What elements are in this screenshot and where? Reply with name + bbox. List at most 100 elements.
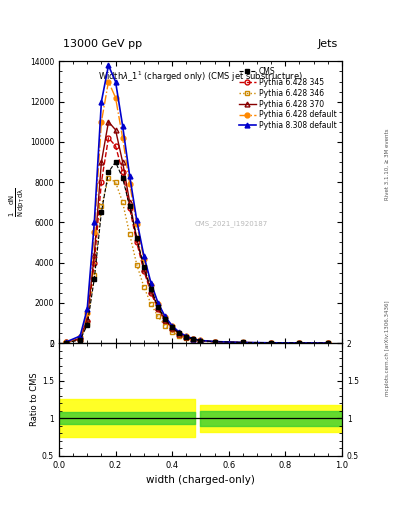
CMS xyxy=(113,159,118,165)
Pythia 6.428 default xyxy=(297,340,302,346)
Pythia 6.428 370 xyxy=(120,159,125,165)
Pythia 6.428 370 xyxy=(141,266,146,272)
Pythia 6.428 370 xyxy=(198,337,203,344)
CMS xyxy=(127,203,132,209)
Pythia 6.428 default xyxy=(106,78,111,84)
Pythia 6.428 345 xyxy=(141,268,146,274)
Pythia 8.308 default xyxy=(163,313,167,319)
Pythia 8.308 default xyxy=(325,340,330,346)
Pythia 6.428 default xyxy=(177,330,182,336)
Pythia 6.428 default xyxy=(120,135,125,141)
CMS xyxy=(170,324,174,330)
Pythia 6.428 370 xyxy=(297,340,302,346)
Pythia 6.428 346 xyxy=(85,321,90,327)
Line: Pythia 6.428 345: Pythia 6.428 345 xyxy=(64,136,330,346)
Pythia 6.428 370 xyxy=(106,119,111,125)
Pythia 6.428 346 xyxy=(191,337,196,343)
CMS xyxy=(149,286,153,292)
Pythia 8.308 default xyxy=(106,62,111,69)
Text: mcplots.cern.ch [arXiv:1306.3436]: mcplots.cern.ch [arXiv:1306.3436] xyxy=(385,301,390,396)
Pythia 6.428 370 xyxy=(170,325,174,331)
Pythia 6.428 default xyxy=(170,323,174,329)
Pythia 6.428 346 xyxy=(156,313,160,319)
Pythia 6.428 346 xyxy=(297,340,302,346)
Pythia 6.428 346 xyxy=(106,175,111,181)
Pythia 6.428 370 xyxy=(269,340,274,346)
Pythia 8.308 default xyxy=(191,336,196,342)
Pythia 6.428 345 xyxy=(85,318,90,324)
Pythia 6.428 345 xyxy=(163,318,167,324)
Pythia 6.428 346 xyxy=(241,339,245,346)
CMS xyxy=(64,339,68,346)
Pythia 6.428 370 xyxy=(241,339,245,346)
Pythia 6.428 370 xyxy=(92,251,97,258)
Pythia 6.428 345 xyxy=(269,340,274,346)
Pythia 6.428 345 xyxy=(212,339,217,345)
Pythia 6.428 346 xyxy=(78,336,83,343)
Pythia 6.428 default xyxy=(141,255,146,262)
Pythia 6.428 370 xyxy=(177,331,182,337)
Pythia 6.428 346 xyxy=(325,340,330,346)
Pythia 8.308 default xyxy=(141,252,146,259)
Pythia 8.308 default xyxy=(184,333,189,339)
Pythia 6.428 default xyxy=(64,339,68,345)
Legend: CMS, Pythia 6.428 345, Pythia 6.428 346, Pythia 6.428 370, Pythia 6.428 default,: CMS, Pythia 6.428 345, Pythia 6.428 346,… xyxy=(237,65,338,132)
Text: Jets: Jets xyxy=(318,38,338,49)
CMS xyxy=(184,334,189,340)
Pythia 6.428 default xyxy=(92,229,97,236)
CMS xyxy=(163,316,167,322)
Pythia 8.308 default xyxy=(85,306,90,312)
Pythia 6.428 346 xyxy=(92,271,97,278)
Pythia 6.428 370 xyxy=(163,317,167,323)
Line: CMS: CMS xyxy=(64,160,330,346)
Pythia 8.308 default xyxy=(120,123,125,129)
Pythia 6.428 370 xyxy=(184,334,189,340)
CMS xyxy=(134,236,139,242)
Pythia 6.428 345 xyxy=(177,331,182,337)
Pythia 6.428 default xyxy=(134,221,139,227)
Pythia 8.308 default xyxy=(149,280,153,286)
Pythia 8.308 default xyxy=(64,339,68,345)
Pythia 6.428 370 xyxy=(127,199,132,205)
CMS xyxy=(120,175,125,181)
X-axis label: width (charged-only): width (charged-only) xyxy=(146,475,255,485)
Pythia 6.428 370 xyxy=(149,288,153,294)
CMS xyxy=(198,337,203,344)
Pythia 6.428 default xyxy=(163,314,167,321)
Pythia 6.428 default xyxy=(113,95,118,101)
Pythia 6.428 370 xyxy=(113,127,118,133)
Pythia 6.428 345 xyxy=(184,334,189,340)
Pythia 6.428 370 xyxy=(64,339,68,346)
Pythia 6.428 346 xyxy=(120,199,125,205)
Pythia 8.308 default xyxy=(212,338,217,345)
Pythia 6.428 345 xyxy=(241,339,245,346)
Pythia 6.428 default xyxy=(191,336,196,342)
Pythia 6.428 370 xyxy=(325,340,330,346)
Pythia 6.428 345 xyxy=(156,306,160,312)
Pythia 6.428 346 xyxy=(198,338,203,345)
Line: Pythia 6.428 default: Pythia 6.428 default xyxy=(64,79,330,346)
Pythia 6.428 345 xyxy=(127,205,132,211)
Pythia 6.428 default xyxy=(85,310,90,316)
Pythia 6.428 345 xyxy=(170,326,174,332)
Pythia 6.428 346 xyxy=(113,179,118,185)
Pythia 8.308 default xyxy=(92,219,97,225)
Y-axis label: $\mathregular{\frac{1}{N}\frac{dN}{dp_T\,d\lambda}}$: $\mathregular{\frac{1}{N}\frac{dN}{dp_T\… xyxy=(8,187,27,217)
Pythia 6.428 370 xyxy=(134,236,139,242)
CMS xyxy=(156,304,160,310)
Pythia 6.428 345 xyxy=(297,340,302,346)
Y-axis label: Ratio to CMS: Ratio to CMS xyxy=(30,373,39,426)
Pythia 8.308 default xyxy=(127,173,132,179)
Pythia 8.308 default xyxy=(241,339,245,346)
Pythia 6.428 346 xyxy=(269,340,274,346)
Pythia 6.428 346 xyxy=(141,284,146,290)
CMS xyxy=(78,337,83,343)
Pythia 6.428 default xyxy=(325,340,330,346)
Line: Pythia 6.428 346: Pythia 6.428 346 xyxy=(64,176,330,346)
Pythia 6.428 default xyxy=(127,181,132,187)
CMS xyxy=(92,275,97,282)
Pythia 8.308 default xyxy=(78,333,83,339)
CMS xyxy=(99,209,104,216)
Text: 13000 GeV pp: 13000 GeV pp xyxy=(63,38,142,49)
Pythia 8.308 default xyxy=(156,300,160,306)
